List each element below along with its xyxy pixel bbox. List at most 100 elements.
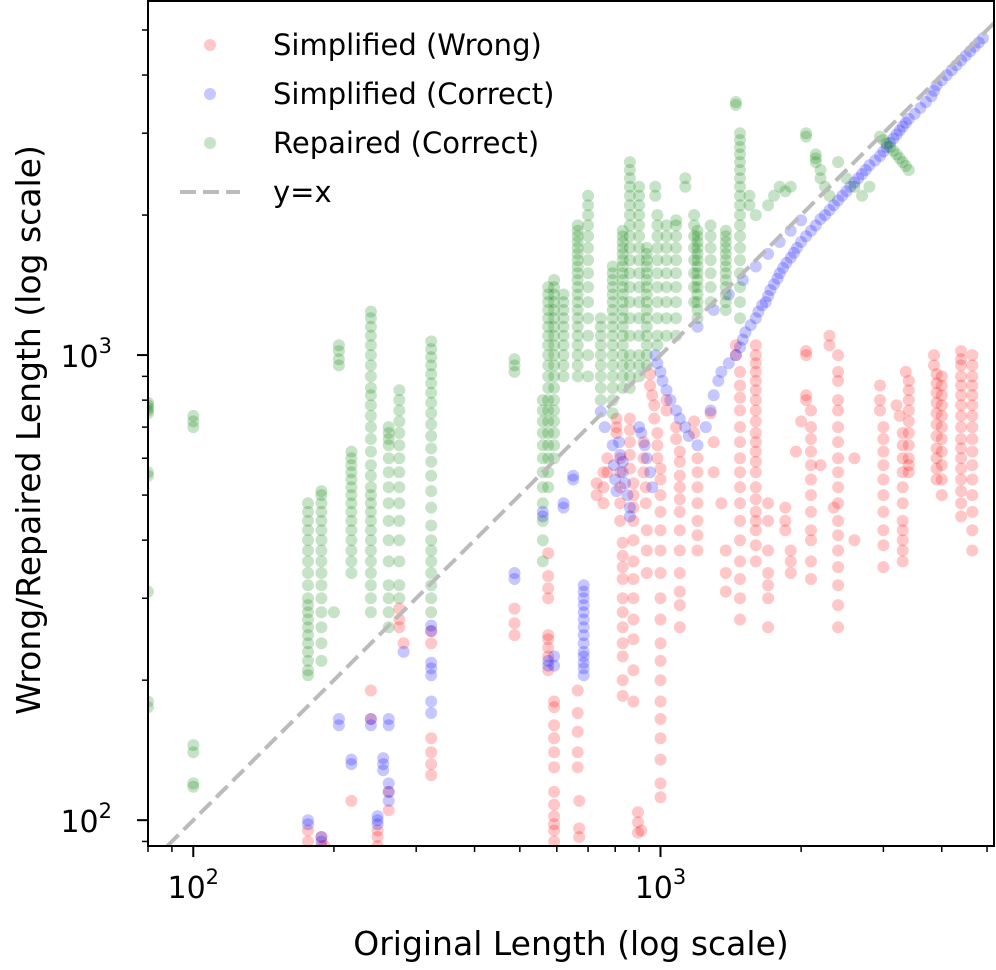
data-point [548,650,561,663]
data-point [734,164,746,176]
data-point [590,489,603,502]
data-point [582,281,595,294]
data-point [762,592,775,605]
data-point [691,247,704,260]
data-point [874,149,886,162]
data-point [623,189,636,202]
data-point [571,281,584,294]
data-point [649,180,662,193]
data-point [805,473,817,486]
data-point [594,381,607,394]
data-point [571,247,584,260]
data-point [832,544,845,557]
data-point [787,246,800,259]
data-point [893,124,906,137]
data-point [315,621,328,634]
data-point [542,664,555,677]
data-point [734,613,746,626]
data-point [610,412,623,425]
data-point [679,172,692,185]
data-point [397,637,410,650]
data-point [345,794,358,807]
data-point [734,281,746,294]
data-point [877,433,890,445]
data-point [536,555,549,568]
legend-marker [204,137,216,149]
data-point [302,824,314,837]
data-point [966,421,979,434]
data-point [734,391,746,404]
data-point [632,826,644,839]
data-point [594,320,607,333]
data-point [660,312,673,325]
data-point [364,592,377,605]
data-point [606,370,619,383]
data-point [345,524,358,537]
data-point [734,180,746,193]
data-point [640,267,653,280]
data-point [623,172,636,185]
legend-marker [204,88,216,100]
data-point [880,137,893,150]
data-point [571,339,584,352]
data-point [425,485,438,498]
data-point [597,466,610,479]
data-point [805,433,817,445]
data-point [640,281,653,294]
data-point [874,379,886,392]
data-point [902,164,915,176]
data-point [571,274,584,286]
data-point [571,241,584,254]
data-point [722,357,735,370]
data-point [577,621,590,634]
data-point [425,732,438,745]
data-point [734,404,746,417]
data-point [734,254,746,267]
data-point [364,312,377,325]
data-point [623,254,636,267]
data-point [955,353,968,366]
data-point [832,394,845,407]
data-point [640,567,653,579]
data-point [749,312,762,325]
data-point [890,128,903,141]
data-point [832,194,845,207]
data-point [302,669,314,682]
data-point [616,281,629,294]
data-point [779,514,792,527]
data-point [877,145,890,158]
data-point [670,421,683,434]
data-point [930,452,943,465]
data-point [606,281,619,294]
data-point [616,230,629,243]
data-point [749,384,762,397]
data-point [762,567,775,579]
data-point [832,452,845,465]
data-point [640,274,653,286]
data-point [955,462,968,475]
data-point [646,481,659,494]
data-point [877,473,890,486]
data-point [557,359,570,372]
data-point [302,514,314,527]
data-point [691,241,704,254]
data-point [571,684,584,697]
data-point [633,296,646,309]
data-point [874,404,886,417]
data-point [302,613,314,626]
data-point [848,452,861,465]
data-point [651,312,664,325]
data-point [955,345,968,358]
data-point [902,404,915,417]
data-point [919,96,932,108]
data-point [614,514,627,527]
data-point [779,185,792,198]
data-point [739,326,752,339]
data-point [805,489,817,502]
data-point [627,573,640,585]
data-point [425,359,438,372]
data-point [548,746,561,759]
data-point [935,370,948,383]
data-point [364,320,377,333]
